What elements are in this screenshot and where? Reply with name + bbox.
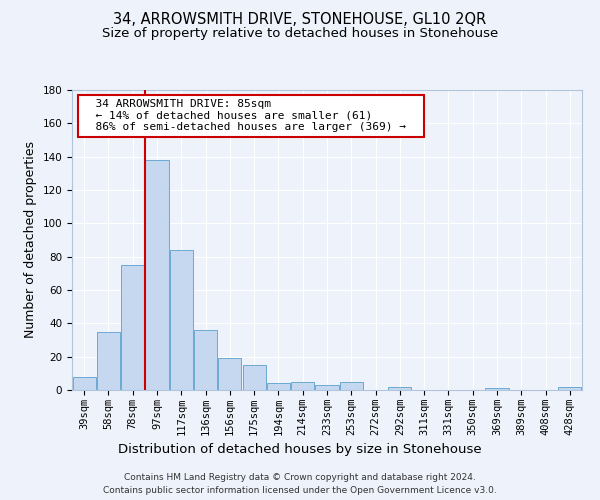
Bar	[291, 382, 314, 390]
Text: Contains public sector information licensed under the Open Government Licence v3: Contains public sector information licen…	[103, 486, 497, 495]
Text: 34 ARROWSMITH DRIVE: 85sqm  
  ← 14% of detached houses are smaller (61)  
  86%: 34 ARROWSMITH DRIVE: 85sqm ← 14% of deta…	[82, 99, 420, 132]
Bar	[485, 388, 509, 390]
Bar	[170, 250, 193, 390]
Bar	[559, 386, 581, 390]
Text: 34, ARROWSMITH DRIVE, STONEHOUSE, GL10 2QR: 34, ARROWSMITH DRIVE, STONEHOUSE, GL10 2…	[113, 12, 487, 28]
Bar	[97, 332, 120, 390]
Bar	[388, 386, 412, 390]
Bar	[316, 385, 338, 390]
Bar	[340, 382, 363, 390]
Bar	[121, 265, 144, 390]
Bar	[218, 358, 241, 390]
Bar	[267, 384, 290, 390]
Bar	[194, 330, 217, 390]
Text: Distribution of detached houses by size in Stonehouse: Distribution of detached houses by size …	[118, 442, 482, 456]
Bar	[73, 376, 95, 390]
Y-axis label: Number of detached properties: Number of detached properties	[24, 142, 37, 338]
Bar	[242, 365, 266, 390]
Bar	[145, 160, 169, 390]
Text: Size of property relative to detached houses in Stonehouse: Size of property relative to detached ho…	[102, 28, 498, 40]
Text: Contains HM Land Registry data © Crown copyright and database right 2024.: Contains HM Land Registry data © Crown c…	[124, 472, 476, 482]
